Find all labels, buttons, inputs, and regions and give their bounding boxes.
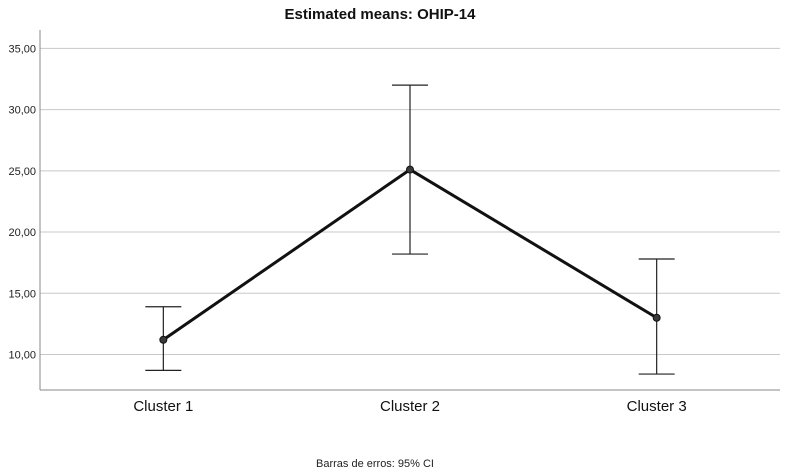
- x-category-label: Cluster 1: [133, 398, 193, 415]
- data-point: [159, 335, 168, 344]
- error-bars: [145, 84, 675, 375]
- y-tick-label: 20,00: [8, 227, 36, 239]
- chart-title: Estimated means: OHIP-14: [285, 6, 477, 23]
- y-tick-label: 30,00: [8, 105, 36, 117]
- y-tick-label: 10,00: [8, 349, 36, 361]
- y-axis-ticks: 10,00 15,00 20,00 25,00 30,00 35,00: [8, 43, 36, 361]
- y-tick-label: 35,00: [8, 43, 36, 55]
- x-category-label: Cluster 2: [380, 398, 440, 415]
- x-axis-categories: Cluster 1 Cluster 2 Cluster 3: [133, 398, 686, 415]
- x-category-label: Cluster 3: [627, 398, 687, 415]
- data-points: [159, 165, 661, 344]
- y-tick-label: 15,00: [8, 288, 36, 300]
- data-point: [652, 313, 661, 322]
- y-tick-label: 25,00: [8, 166, 36, 178]
- footnote: Barras de erros: 95% CI: [316, 458, 434, 470]
- data-point: [406, 165, 414, 174]
